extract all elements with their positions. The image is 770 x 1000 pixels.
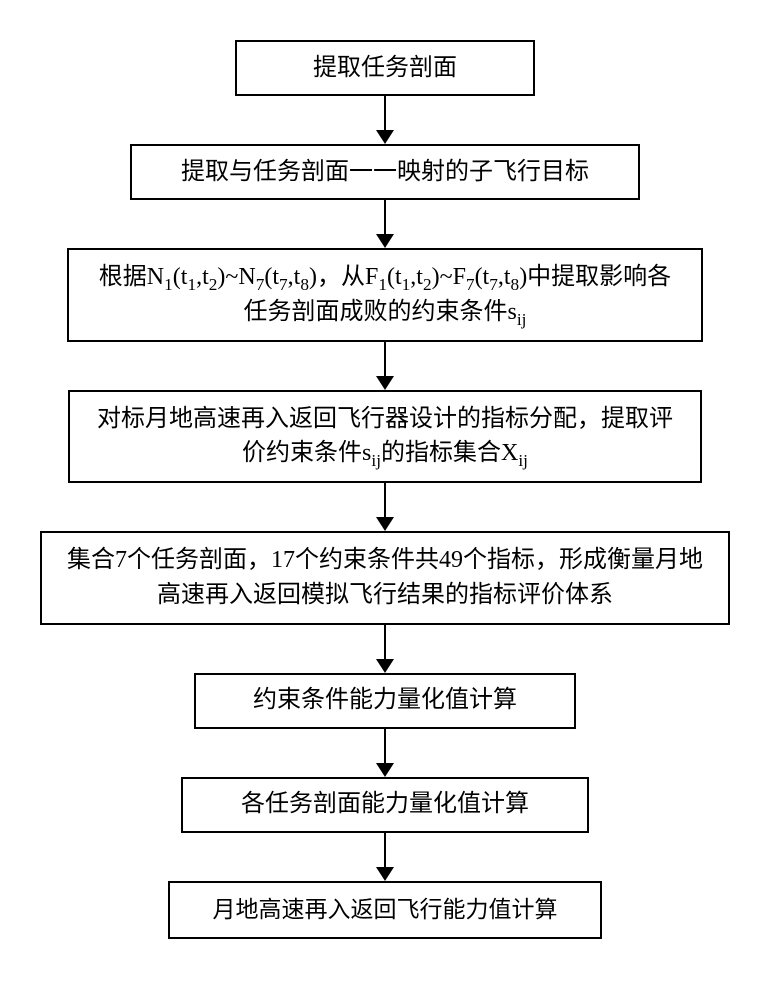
arrow-head-icon [376, 867, 394, 881]
flowchart-container: 提取任务剖面提取与任务剖面一一映射的子飞行目标根据N1(t1,t2)~N7(t7… [0, 0, 770, 979]
flow-node-n2: 提取与任务剖面一一映射的子飞行目标 [130, 144, 640, 200]
arrow-line [384, 342, 386, 380]
arrow-line [384, 483, 386, 521]
flow-node-n8: 月地高速再入返回飞行能力值计算 [168, 881, 602, 939]
flow-node-label: 约束条件能力量化值计算 [253, 683, 517, 718]
arrow-line [384, 96, 386, 134]
arrow-head-icon [376, 234, 394, 248]
flow-node-label: 月地高速再入返回飞行能力值计算 [213, 893, 558, 926]
arrow-head-icon [376, 517, 394, 531]
flow-arrow [384, 96, 386, 144]
flow-node-n6: 约束条件能力量化值计算 [194, 673, 576, 729]
flow-node-label: 对标月地高速再入返回飞行器设计的指标分配，提取评价约束条件sij的指标集合Xij [92, 402, 678, 472]
arrow-line [384, 625, 386, 663]
flow-node-label: 提取与任务剖面一一映射的子飞行目标 [181, 155, 589, 190]
flow-node-n5: 集合7个任务剖面，17个约束条件共49个指标，形成衡量月地高速再入返回模拟飞行结… [40, 531, 730, 625]
flow-arrow [384, 625, 386, 673]
flow-node-label: 集合7个任务剖面，17个约束条件共49个指标，形成衡量月地高速再入返回模拟飞行结… [64, 543, 706, 613]
flow-node-n3: 根据N1(t1,t2)~N7(t7,t8)，从F1(t1,t2)~F7(t7,t… [67, 248, 703, 342]
arrow-head-icon [376, 376, 394, 390]
flow-arrow [384, 729, 386, 777]
arrow-line [384, 729, 386, 767]
flow-arrow [384, 200, 386, 248]
flow-node-n1: 提取任务剖面 [235, 40, 535, 96]
flow-node-label: 提取任务剖面 [313, 51, 457, 86]
flow-arrow [384, 342, 386, 390]
flow-arrow [384, 833, 386, 881]
arrow-head-icon [376, 659, 394, 673]
flow-arrow [384, 483, 386, 531]
flow-node-n7: 各任务剖面能力量化值计算 [181, 777, 589, 833]
flow-node-label: 各任务剖面能力量化值计算 [241, 787, 529, 822]
flow-node-n4: 对标月地高速再入返回飞行器设计的指标分配，提取评价约束条件sij的指标集合Xij [68, 390, 702, 484]
arrow-head-icon [376, 130, 394, 144]
arrow-line [384, 833, 386, 871]
flow-node-label: 根据N1(t1,t2)~N7(t7,t8)，从F1(t1,t2)~F7(t7,t… [89, 260, 681, 330]
arrow-line [384, 200, 386, 238]
arrow-head-icon [376, 763, 394, 777]
